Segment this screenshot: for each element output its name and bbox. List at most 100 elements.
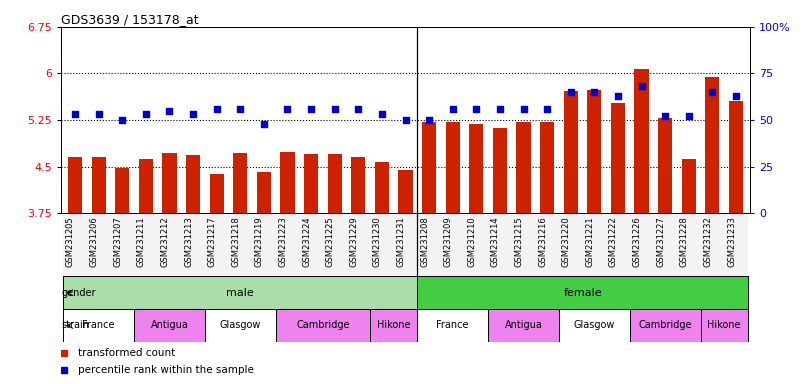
- Text: GSM231228: GSM231228: [680, 216, 689, 267]
- Bar: [587, 90, 602, 213]
- Point: [470, 106, 483, 112]
- Text: GSM231220: GSM231220: [562, 216, 571, 267]
- Bar: [682, 159, 696, 213]
- Text: GSM231215: GSM231215: [514, 216, 524, 267]
- Text: percentile rank within the sample: percentile rank within the sample: [78, 365, 254, 375]
- Text: GSM231231: GSM231231: [397, 216, 406, 267]
- Bar: [205, 309, 276, 342]
- Point: [588, 89, 601, 95]
- Bar: [205, 213, 229, 276]
- Bar: [139, 159, 153, 213]
- Bar: [724, 213, 748, 276]
- Bar: [68, 157, 82, 213]
- Text: GSM231221: GSM231221: [586, 216, 594, 267]
- Bar: [162, 153, 177, 213]
- Text: GDS3639 / 153178_at: GDS3639 / 153178_at: [61, 13, 199, 26]
- Bar: [134, 309, 205, 342]
- Bar: [110, 213, 134, 276]
- Bar: [375, 162, 389, 213]
- Bar: [63, 276, 418, 309]
- Point: [730, 93, 743, 99]
- Bar: [418, 213, 441, 276]
- Text: GSM231207: GSM231207: [114, 216, 122, 267]
- Text: GSM231224: GSM231224: [302, 216, 311, 267]
- Text: GSM231217: GSM231217: [208, 216, 217, 267]
- Bar: [304, 154, 318, 213]
- Point: [116, 117, 129, 123]
- Bar: [209, 174, 224, 213]
- Point: [257, 121, 270, 127]
- Point: [68, 111, 81, 118]
- Point: [682, 113, 695, 119]
- Bar: [299, 213, 323, 276]
- Bar: [445, 122, 460, 213]
- Bar: [535, 213, 559, 276]
- Bar: [87, 213, 110, 276]
- Text: Antigua: Antigua: [151, 320, 188, 331]
- Point: [706, 89, 719, 95]
- Bar: [134, 213, 157, 276]
- Bar: [346, 213, 370, 276]
- Bar: [559, 213, 582, 276]
- Bar: [630, 309, 701, 342]
- Bar: [654, 213, 677, 276]
- Bar: [701, 213, 724, 276]
- Point: [352, 106, 365, 112]
- Bar: [564, 91, 577, 213]
- Bar: [181, 213, 205, 276]
- Text: Glasgow: Glasgow: [220, 320, 261, 331]
- Text: GSM231210: GSM231210: [467, 216, 476, 267]
- Bar: [351, 157, 366, 213]
- Bar: [398, 170, 413, 213]
- Text: GSM231223: GSM231223: [278, 216, 287, 267]
- Bar: [63, 309, 134, 342]
- Bar: [157, 213, 181, 276]
- Point: [187, 111, 200, 118]
- Text: GSM231214: GSM231214: [491, 216, 500, 267]
- Bar: [418, 309, 488, 342]
- Bar: [393, 213, 418, 276]
- Bar: [540, 122, 554, 213]
- Point: [446, 106, 459, 112]
- Text: transformed count: transformed count: [78, 348, 175, 358]
- Text: female: female: [564, 288, 602, 298]
- Bar: [606, 213, 630, 276]
- Text: GSM231233: GSM231233: [727, 216, 736, 267]
- Point: [493, 106, 506, 112]
- Point: [92, 111, 105, 118]
- Bar: [517, 122, 530, 213]
- Bar: [465, 213, 488, 276]
- Point: [635, 83, 648, 89]
- Point: [564, 89, 577, 95]
- Bar: [706, 76, 719, 213]
- Text: Hikone: Hikone: [377, 320, 410, 331]
- Text: Cambridge: Cambridge: [296, 320, 350, 331]
- Bar: [729, 101, 743, 213]
- Text: gender: gender: [62, 288, 96, 298]
- Text: GSM231206: GSM231206: [89, 216, 99, 267]
- Bar: [559, 309, 630, 342]
- Bar: [370, 309, 418, 342]
- Point: [234, 106, 247, 112]
- Point: [423, 117, 436, 123]
- Text: France: France: [436, 320, 469, 331]
- Text: GSM231229: GSM231229: [350, 216, 358, 267]
- Bar: [658, 118, 672, 213]
- Point: [375, 111, 388, 118]
- Bar: [257, 172, 271, 213]
- Bar: [512, 213, 535, 276]
- Bar: [115, 168, 129, 213]
- Point: [611, 93, 624, 99]
- Bar: [328, 154, 341, 213]
- Bar: [92, 157, 105, 213]
- Point: [399, 117, 412, 123]
- Bar: [281, 152, 294, 213]
- Bar: [634, 69, 649, 213]
- Bar: [488, 213, 512, 276]
- Bar: [63, 213, 87, 276]
- Text: male: male: [226, 288, 254, 298]
- Bar: [582, 213, 606, 276]
- Text: Glasgow: Glasgow: [573, 320, 615, 331]
- Text: GSM231225: GSM231225: [326, 216, 335, 267]
- Point: [517, 106, 530, 112]
